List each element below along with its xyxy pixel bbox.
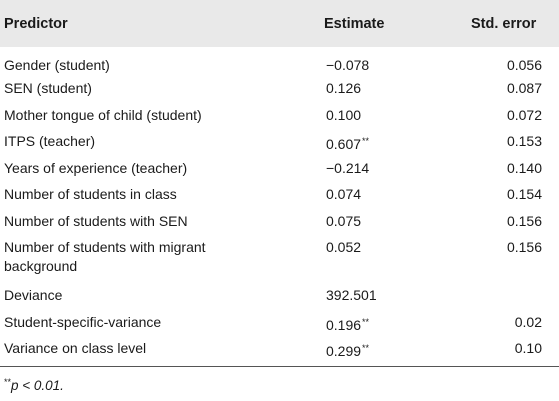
table-row: Years of experience (teacher) −0.214 0.140 xyxy=(0,155,559,182)
estimate-value: 0.052 xyxy=(326,239,362,255)
table-row: Deviance 392.501 xyxy=(0,282,559,309)
cell-predictor: Mother tongue of child (student) xyxy=(4,106,202,123)
footnote-text: p < 0.01. xyxy=(11,378,64,393)
cell-estimate: 0.100 xyxy=(300,102,447,129)
estimate-value: 392.501 xyxy=(326,287,377,303)
estimate-value: −0.078 xyxy=(326,57,370,73)
header-std-error: Std. error xyxy=(471,15,537,32)
cell-std-error: 0.10 xyxy=(514,340,542,356)
cell-estimate: 0.299** xyxy=(300,335,447,367)
cell-predictor: Number of students in class xyxy=(4,186,177,202)
table-row: ITPS (teacher) 0.607** 0.153 xyxy=(0,128,559,155)
cell-estimate: 392.501 xyxy=(300,282,447,309)
cell-std-error: 0.140 xyxy=(506,159,542,176)
cell-predictor: Variance on class level xyxy=(4,340,147,356)
estimate-value: 0.126 xyxy=(326,80,362,96)
table-row: Mother tongue of child (student) 0.100 0.0… xyxy=(0,102,559,129)
cell-std-error: 0.154 xyxy=(506,186,542,202)
table-row: Gender (student) −0.078 0.056 xyxy=(0,47,559,75)
table-row: Variance on class level 0.299** 0.10 xyxy=(0,335,559,367)
table-row: Number of students with SEN 0.075 0.156 xyxy=(0,208,559,235)
cell-estimate: 0.052 xyxy=(300,234,447,282)
cell-std-error: 0.072 xyxy=(506,106,542,123)
table-row: Student-specific-variance 0.196** 0.02 xyxy=(0,309,559,336)
cell-predictor: Gender (student) xyxy=(4,57,110,73)
table-bottom-rule xyxy=(0,366,559,367)
significance-mark: ** xyxy=(362,343,370,353)
cell-estimate: −0.078 xyxy=(300,47,447,75)
cell-predictor: Number of students with SEN xyxy=(4,212,188,229)
cell-predictor: Student-specific-variance xyxy=(4,313,162,330)
table-row: SEN (student) 0.126 0.087 xyxy=(0,75,559,102)
cell-predictor: Number of students with migrant backgrou… xyxy=(4,239,206,274)
footnote: **p < 0.01. xyxy=(4,377,64,393)
cell-std-error: 0.156 xyxy=(506,212,542,229)
header-estimate: Estimate xyxy=(324,15,385,32)
estimate-value: 0.075 xyxy=(326,212,362,229)
estimate-value: 0.100 xyxy=(326,106,362,123)
cell-predictor: Years of experience (teacher) xyxy=(4,159,188,176)
results-table: Predictor Estimate Std. error Gender (st… xyxy=(0,0,559,367)
footnote-mark: ** xyxy=(4,377,12,387)
estimate-value: −0.214 xyxy=(326,159,370,176)
header-row: Predictor Estimate Std. error xyxy=(0,0,559,47)
cell-std-error: 0.02 xyxy=(514,313,542,330)
table-row: Number of students with migrant backgrou… xyxy=(0,234,559,282)
estimate-value: 0.074 xyxy=(326,186,362,202)
estimate-value: 0.299 xyxy=(326,343,362,359)
estimate-value: 0.607 xyxy=(326,136,362,152)
cell-estimate: 0.075 xyxy=(300,208,447,235)
cell-estimate: 0.126 xyxy=(300,75,447,102)
cell-std-error: 0.156 xyxy=(506,239,542,255)
table-body: Gender (student) −0.078 0.056 SEN (student)… xyxy=(0,47,559,367)
cell-estimate: 0.607** xyxy=(300,128,447,155)
cell-estimate: 0.074 xyxy=(300,181,447,208)
table-header: Predictor Estimate Std. error xyxy=(0,0,559,47)
cell-predictor: SEN (student) xyxy=(4,80,92,96)
significance-mark: ** xyxy=(362,136,370,146)
regression-table: Predictor Estimate Std. error Gender (st… xyxy=(0,0,559,367)
cell-std-error: 0.087 xyxy=(506,80,542,96)
cell-std-error: 0.056 xyxy=(506,57,542,73)
cell-estimate: 0.196** xyxy=(300,309,447,336)
significance-mark: ** xyxy=(362,316,370,327)
cell-std-error xyxy=(447,282,559,309)
table-row: Number of students in class 0.074 0.154 xyxy=(0,181,559,208)
cell-std-error: 0.153 xyxy=(506,133,542,149)
cell-estimate: −0.214 xyxy=(300,155,447,182)
header-predictor: Predictor xyxy=(4,15,68,32)
cell-predictor: ITPS (teacher) xyxy=(4,133,96,149)
estimate-value: 0.196 xyxy=(326,316,362,333)
cell-predictor: Deviance xyxy=(4,287,63,303)
